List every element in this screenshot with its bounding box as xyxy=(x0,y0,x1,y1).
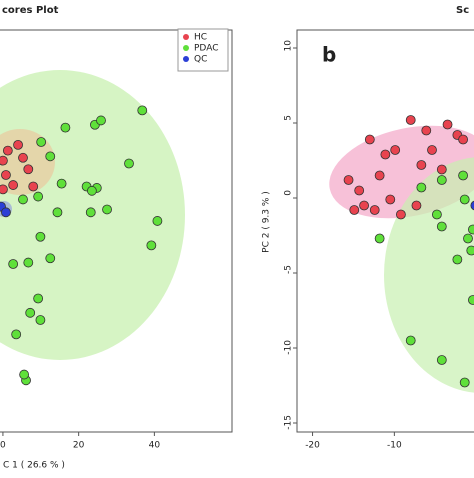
x-axis-label: C 1 ( 26.6 % ) xyxy=(3,461,65,471)
point xyxy=(436,355,447,365)
point xyxy=(18,194,28,205)
chart-title: Sc xyxy=(456,5,469,16)
point xyxy=(416,160,427,170)
point xyxy=(1,170,11,180)
x-tick-label: 20 xyxy=(73,441,85,451)
point xyxy=(411,200,422,211)
point xyxy=(436,175,447,185)
point xyxy=(56,178,67,189)
point xyxy=(385,194,396,205)
legend-label: HC xyxy=(194,33,207,43)
point xyxy=(35,315,46,325)
point xyxy=(432,209,442,220)
y-tick-label: 0 xyxy=(284,190,294,196)
point xyxy=(364,134,375,145)
point xyxy=(369,205,380,215)
x-tick-label: -10 xyxy=(387,441,402,451)
legend-label: QC xyxy=(194,55,207,65)
legend-swatch xyxy=(183,34,189,40)
point xyxy=(0,184,8,195)
point xyxy=(60,122,71,133)
point xyxy=(87,185,97,196)
x-tick-label: -20 xyxy=(305,441,320,451)
y-tick-label: -10 xyxy=(284,340,294,355)
legend xyxy=(177,28,229,72)
point xyxy=(459,194,470,205)
point xyxy=(146,240,157,251)
point xyxy=(436,221,447,232)
point xyxy=(405,335,416,346)
point xyxy=(23,257,34,268)
point xyxy=(85,207,96,218)
plot-frame xyxy=(296,29,474,433)
legend-swatch xyxy=(183,45,189,51)
y-tick-label: 10 xyxy=(284,40,294,52)
point xyxy=(11,329,22,340)
point xyxy=(1,207,11,218)
point xyxy=(416,182,427,193)
point xyxy=(36,137,47,147)
point xyxy=(390,145,401,155)
point xyxy=(13,139,23,150)
point xyxy=(35,231,46,242)
point xyxy=(468,295,474,305)
panel-label: b xyxy=(322,43,336,67)
point xyxy=(23,164,34,175)
point xyxy=(468,224,474,235)
point xyxy=(470,200,474,211)
pdac-region xyxy=(384,157,474,393)
point xyxy=(458,134,468,145)
point xyxy=(102,204,112,215)
point xyxy=(33,293,44,304)
point xyxy=(349,205,360,215)
point xyxy=(28,181,39,192)
x-tick-label: 0 xyxy=(0,441,6,451)
y-axis-label: PC 2 ( 9.3 % ) xyxy=(262,191,272,253)
point xyxy=(96,115,106,126)
point xyxy=(458,170,468,181)
point xyxy=(137,105,148,116)
point xyxy=(354,185,365,196)
point xyxy=(2,145,13,156)
confidence-regions xyxy=(0,70,474,393)
point xyxy=(33,191,44,202)
plot-frame xyxy=(0,29,233,433)
point xyxy=(45,253,56,264)
point xyxy=(459,377,470,388)
point xyxy=(124,158,134,169)
chart-title: cores Plot xyxy=(2,5,59,16)
y-tick-label: -5 xyxy=(284,265,294,274)
point xyxy=(0,155,8,166)
y-tick-label: -15 xyxy=(284,415,294,430)
x-tick-label: 40 xyxy=(149,441,161,451)
point xyxy=(343,175,354,185)
point xyxy=(396,209,406,220)
point xyxy=(359,200,369,211)
point xyxy=(45,151,56,162)
point xyxy=(25,307,36,318)
point xyxy=(463,233,473,244)
point xyxy=(380,149,391,160)
point xyxy=(52,207,63,218)
legend-label: PDAC xyxy=(194,44,218,54)
point xyxy=(19,369,30,380)
point xyxy=(436,164,447,175)
point xyxy=(466,245,474,256)
legend-swatch xyxy=(183,56,189,62)
point xyxy=(8,259,19,269)
point xyxy=(18,152,28,163)
point xyxy=(421,125,432,136)
point xyxy=(405,115,416,125)
point xyxy=(8,180,19,190)
y-tick-label: 5 xyxy=(284,115,294,121)
point xyxy=(427,145,437,155)
point xyxy=(152,216,163,226)
point xyxy=(442,119,453,130)
point xyxy=(374,170,385,181)
point xyxy=(374,233,385,244)
point xyxy=(452,254,463,265)
